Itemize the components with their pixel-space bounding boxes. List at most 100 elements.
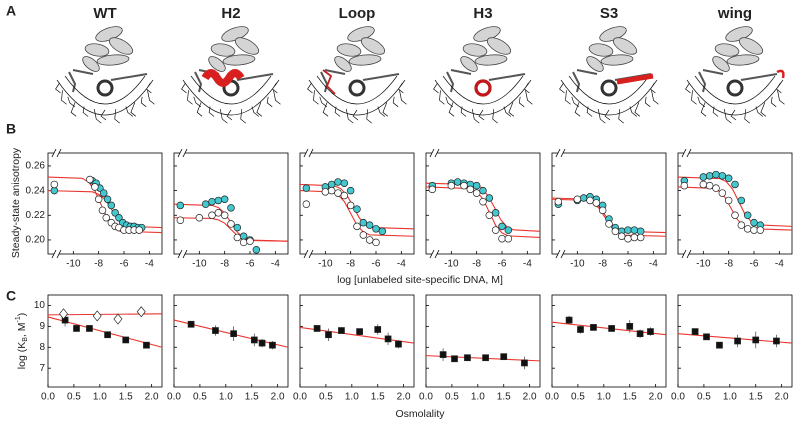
data-point — [472, 181, 481, 190]
data-point — [500, 353, 508, 361]
x-tick-label: -6 — [498, 259, 507, 270]
data-point — [176, 201, 185, 210]
x-axis-label: Osmolality — [395, 408, 445, 420]
data-point — [565, 316, 573, 324]
x-tick-label: 1.5 — [749, 392, 763, 403]
axis-break-gap — [558, 151, 563, 155]
data-point — [99, 189, 108, 197]
data-point — [624, 234, 632, 243]
data-point — [498, 234, 506, 243]
helix — [210, 43, 236, 57]
x-tick-label: 1.0 — [471, 392, 485, 403]
data-point — [447, 181, 456, 190]
data-point — [239, 238, 248, 247]
data-point — [50, 180, 59, 189]
data-point — [482, 354, 489, 362]
data-point — [201, 200, 210, 208]
data-point — [485, 211, 494, 220]
data-point — [479, 186, 487, 195]
data-point — [460, 181, 468, 190]
helix — [82, 56, 100, 72]
highlight — [616, 73, 654, 85]
x-tick-label: -6 — [624, 259, 633, 270]
data-point — [731, 211, 739, 220]
x-tick-label: 1.5 — [119, 392, 133, 403]
data-point — [115, 213, 123, 222]
data-point — [579, 194, 588, 202]
data-point — [636, 227, 645, 236]
helix — [348, 54, 382, 66]
helix — [234, 37, 260, 55]
data-point — [608, 325, 615, 332]
strand — [68, 69, 148, 93]
x-tick-label: 1.5 — [623, 392, 637, 403]
x-tick-label: 0.0 — [167, 392, 181, 403]
data-point — [230, 330, 237, 338]
plot-frame — [47, 152, 163, 255]
label-part: log (K — [16, 342, 28, 369]
data-point — [212, 327, 219, 334]
data-point — [724, 196, 733, 205]
panel-letter: B — [6, 121, 16, 137]
x-tick-label: 0.5 — [193, 392, 207, 403]
x-tick-label: 0.0 — [419, 392, 433, 403]
data-point — [327, 180, 336, 189]
dna — [685, 75, 785, 124]
y-tick-label: 0.26 — [26, 161, 46, 172]
data-point — [94, 195, 103, 203]
axis-break — [429, 148, 440, 158]
helix — [334, 56, 352, 72]
y-axis-label: log (KB, M-1) — [15, 313, 29, 369]
x-tick-label: 2.0 — [649, 392, 663, 403]
data-point — [504, 234, 513, 243]
data-point — [705, 181, 714, 190]
data-point — [246, 237, 254, 245]
data-point — [50, 186, 59, 195]
x-tick-label: 0.5 — [445, 392, 459, 403]
axis-break — [429, 249, 440, 259]
helix — [738, 37, 764, 55]
data-point — [365, 236, 374, 244]
x-tick-label: 1.5 — [497, 392, 511, 403]
data-point — [716, 341, 723, 349]
data-point — [712, 184, 720, 192]
data-point — [227, 204, 235, 212]
data-point — [737, 221, 746, 229]
data-point — [734, 337, 741, 345]
data-point — [135, 226, 143, 234]
data-point — [756, 226, 765, 234]
data-point — [208, 197, 216, 206]
x-tick-label: -6 — [246, 259, 255, 270]
x-tick-label: 2.0 — [145, 392, 159, 403]
helix — [714, 43, 740, 57]
x-tick-label: -8 — [598, 259, 607, 270]
data-point — [699, 180, 708, 189]
axis-break — [303, 249, 314, 259]
panel: -10 -8 -6 -4 — [299, 148, 415, 270]
helix — [336, 43, 362, 57]
data-point — [378, 227, 387, 236]
data-point — [353, 205, 361, 213]
x-tick-label: -4 — [775, 259, 784, 270]
x-tick-label: -10 — [66, 259, 81, 270]
x-tick-label: -8 — [472, 259, 481, 270]
data-point — [718, 172, 727, 180]
data-point — [86, 175, 94, 184]
plot-frame — [299, 152, 415, 255]
data-point — [338, 327, 345, 334]
data-point — [464, 354, 471, 362]
data-point — [705, 172, 714, 180]
structure-label: S3 — [600, 5, 618, 22]
axis-break-gap — [684, 252, 689, 256]
data-point — [428, 185, 437, 194]
helix — [96, 54, 130, 66]
helix-end — [726, 79, 744, 97]
data-point — [504, 226, 513, 234]
data-point — [86, 325, 93, 332]
x-tick-label: -10 — [570, 259, 585, 270]
data-point — [136, 306, 146, 318]
x-tick-label: 0.5 — [697, 392, 711, 403]
y-tick-label: 8 — [39, 342, 45, 353]
helix — [222, 54, 256, 66]
